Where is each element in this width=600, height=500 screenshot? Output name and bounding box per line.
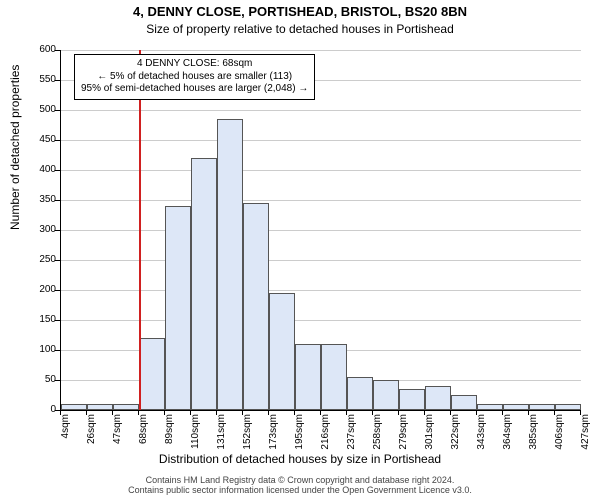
histogram-bar [347, 377, 373, 410]
plot-area [60, 50, 581, 411]
y-tick-label: 100 [16, 344, 56, 355]
footer-line-2: Contains public sector information licen… [0, 486, 600, 496]
y-tick-label: 550 [16, 74, 56, 85]
footer-attribution: Contains HM Land Registry data © Crown c… [0, 476, 600, 496]
histogram-bar [165, 206, 191, 410]
y-tick-label: 350 [16, 194, 56, 205]
y-tick-mark [55, 200, 60, 201]
reference-marker-line [139, 50, 141, 410]
annotation-line-1: 4 DENNY CLOSE: 68sqm [81, 58, 308, 71]
y-tick-mark [55, 380, 60, 381]
chart-title-main: 4, DENNY CLOSE, PORTISHEAD, BRISTOL, BS2… [0, 4, 600, 19]
histogram-bar [503, 404, 529, 410]
histogram-bar [477, 404, 503, 410]
histogram-bar [139, 338, 165, 410]
y-tick-label: 250 [16, 254, 56, 265]
y-tick-mark [55, 230, 60, 231]
histogram-bar [87, 404, 113, 410]
histogram-bar [61, 404, 87, 410]
y-tick-mark [55, 170, 60, 171]
histogram-bar [321, 344, 347, 410]
y-tick-label: 50 [16, 374, 56, 385]
histogram-bar [191, 158, 217, 410]
histogram-bar [295, 344, 321, 410]
y-tick-label: 200 [16, 284, 56, 295]
y-tick-mark [55, 50, 60, 51]
histogram-bar [373, 380, 399, 410]
histogram-chart: 4, DENNY CLOSE, PORTISHEAD, BRISTOL, BS2… [0, 0, 600, 500]
histogram-bar [217, 119, 243, 410]
y-tick-mark [55, 320, 60, 321]
y-tick-label: 0 [16, 404, 56, 415]
annotation-box: 4 DENNY CLOSE: 68sqm ← 5% of detached ho… [74, 54, 315, 100]
histogram-bar [555, 404, 581, 410]
y-tick-label: 300 [16, 224, 56, 235]
histogram-bar [529, 404, 555, 410]
annotation-line-2: ← 5% of detached houses are smaller (113… [81, 71, 308, 84]
histogram-bar [243, 203, 269, 410]
histogram-bar [451, 395, 477, 410]
annotation-line-3: 95% of semi-detached houses are larger (… [81, 83, 308, 96]
histogram-bar [399, 389, 425, 410]
y-tick-label: 450 [16, 134, 56, 145]
y-axis-title: Number of detached properties [8, 65, 22, 230]
chart-title-sub: Size of property relative to detached ho… [0, 22, 600, 36]
y-tick-mark [55, 350, 60, 351]
y-tick-mark [55, 80, 60, 81]
y-tick-mark [55, 140, 60, 141]
y-tick-mark [55, 260, 60, 261]
histogram-bar [113, 404, 139, 410]
histogram-bar [425, 386, 451, 410]
y-tick-label: 150 [16, 314, 56, 325]
y-tick-label: 400 [16, 164, 56, 175]
y-tick-label: 500 [16, 104, 56, 115]
y-tick-mark [55, 290, 60, 291]
y-tick-label: 600 [16, 44, 56, 55]
histogram-bar [269, 293, 295, 410]
y-tick-mark [55, 110, 60, 111]
x-axis-title: Distribution of detached houses by size … [0, 452, 600, 466]
